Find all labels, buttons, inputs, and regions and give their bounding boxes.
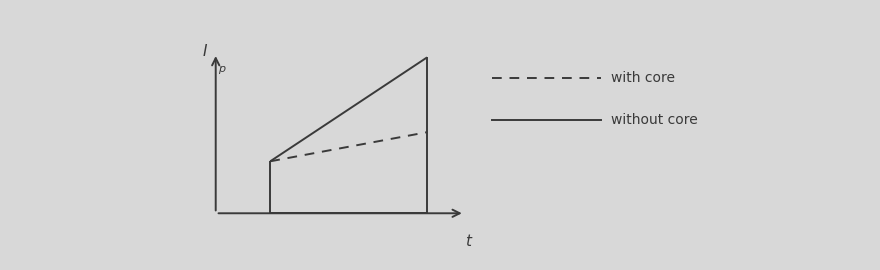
Text: without core: without core [612,113,698,127]
Text: p: p [217,64,225,74]
Text: with core: with core [612,71,675,85]
Text: I: I [203,44,208,59]
Text: t: t [465,234,471,249]
